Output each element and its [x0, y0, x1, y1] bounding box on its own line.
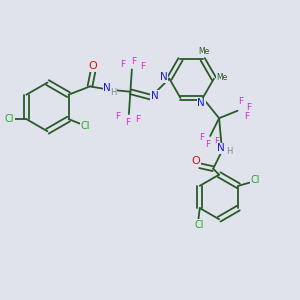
Text: N: N — [103, 82, 111, 93]
Text: Cl: Cl — [194, 220, 204, 230]
Text: N: N — [151, 91, 159, 101]
Text: F: F — [120, 60, 125, 69]
Text: Cl: Cl — [5, 114, 14, 124]
Text: N: N — [197, 98, 205, 108]
Text: F: F — [115, 112, 120, 121]
Text: O: O — [191, 156, 200, 166]
Text: F: F — [205, 140, 210, 149]
Text: F: F — [238, 97, 243, 106]
Text: F: F — [125, 118, 130, 127]
Text: F: F — [246, 103, 251, 112]
Text: Me: Me — [217, 73, 228, 82]
Text: N: N — [160, 73, 168, 82]
Text: N: N — [217, 143, 225, 154]
Text: O: O — [88, 61, 97, 71]
Text: Me: Me — [199, 47, 210, 56]
Text: Cl: Cl — [81, 121, 90, 130]
Text: Cl: Cl — [250, 176, 260, 185]
Text: F: F — [131, 57, 136, 66]
Text: H: H — [111, 88, 117, 97]
Text: F: F — [141, 62, 146, 71]
Text: H: H — [226, 147, 233, 156]
Text: F: F — [214, 137, 219, 146]
Text: F: F — [135, 115, 140, 124]
Text: F: F — [244, 112, 249, 121]
Text: F: F — [199, 133, 204, 142]
